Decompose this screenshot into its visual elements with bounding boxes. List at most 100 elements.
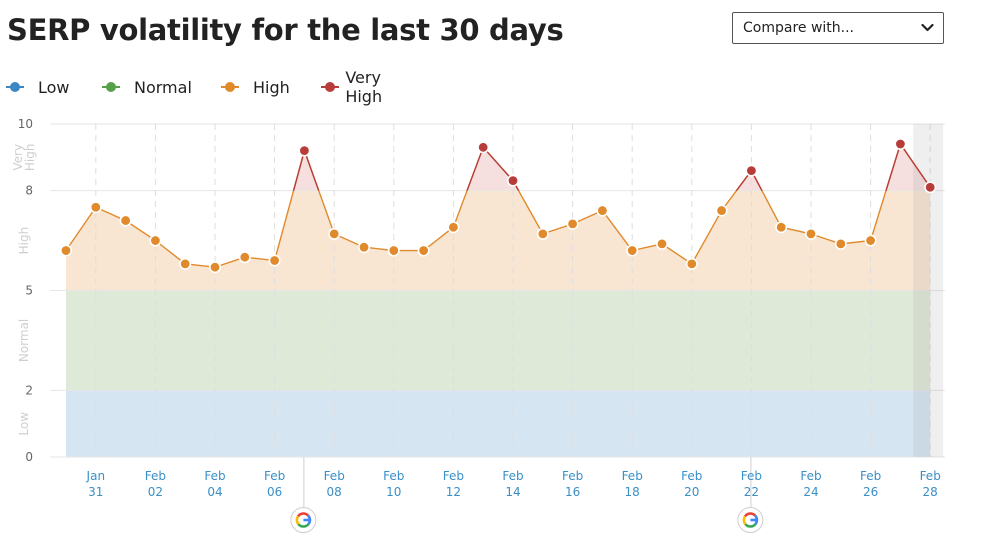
data-point — [894, 137, 907, 150]
compare-dropdown-label: Compare with... — [743, 20, 855, 36]
x-tick-label-month: Feb — [324, 469, 345, 483]
band-label-text: High — [23, 144, 37, 172]
data-point — [834, 237, 847, 250]
x-tick-label-day: 24 — [803, 485, 818, 499]
x-tick-label-day: 02 — [148, 485, 163, 499]
y-tick-label: 2 — [25, 383, 33, 397]
band-label-text: Very — [11, 144, 25, 171]
data-point — [179, 257, 192, 270]
x-tick-label-month: Feb — [383, 469, 404, 483]
x-tick-label-day: 16 — [565, 485, 580, 499]
data-point — [536, 227, 549, 240]
band-label-text: Normal — [17, 319, 31, 362]
x-tick-label-month: Feb — [800, 469, 821, 483]
data-point — [775, 221, 788, 234]
data-point — [119, 214, 132, 227]
band-label: Low — [17, 412, 31, 436]
x-tick-label-month: Feb — [562, 469, 583, 483]
series-line-very-high — [292, 142, 931, 191]
band-normal — [66, 290, 931, 391]
data-point — [626, 244, 639, 257]
data-point — [924, 181, 937, 194]
data-point — [804, 227, 817, 240]
x-tick-label-day: 06 — [267, 485, 282, 499]
data-point — [328, 227, 341, 240]
x-tick-label-day: 14 — [505, 485, 520, 499]
x-tick-label-day: 10 — [386, 485, 401, 499]
x-tick-label-month: Feb — [622, 469, 643, 483]
data-point — [357, 241, 370, 254]
data-point — [268, 254, 281, 267]
legend-label: Very High — [345, 68, 383, 106]
band-very-high — [66, 143, 931, 191]
data-point — [209, 261, 222, 274]
band-label-text: High — [17, 227, 31, 255]
data-point — [864, 234, 877, 247]
data-point — [89, 201, 102, 214]
y-tick-label: 0 — [25, 450, 33, 464]
compare-dropdown[interactable]: Compare with... — [732, 12, 944, 44]
band-label: High — [17, 227, 31, 255]
x-tick-label-month: Feb — [502, 469, 523, 483]
band-label: Normal — [17, 319, 31, 362]
x-tick-label-month: Feb — [264, 469, 285, 483]
google-icon[interactable] — [737, 507, 764, 533]
legend-marker — [102, 81, 120, 93]
x-tick-label-day: 28 — [923, 485, 938, 499]
x-tick-label-month: Feb — [920, 469, 941, 483]
legend-item-normal[interactable]: Normal — [102, 76, 192, 98]
data-point — [387, 244, 400, 257]
data-point — [298, 144, 311, 157]
x-tick-label-month: Feb — [741, 469, 762, 483]
x-tick-label-month: Jan — [86, 469, 106, 483]
data-point — [238, 251, 251, 264]
x-tick-label-month: Feb — [204, 469, 225, 483]
x-tick-label-day: 18 — [625, 485, 640, 499]
x-tick-label-day: 08 — [327, 485, 342, 499]
x-tick-label-day: 12 — [446, 485, 461, 499]
google-icon-red — [297, 512, 309, 518]
data-point — [59, 244, 72, 257]
x-tick-label-day: 22 — [744, 485, 759, 499]
legend-item-low[interactable]: Low — [6, 76, 70, 98]
data-point — [447, 221, 460, 234]
data-point — [715, 204, 728, 217]
y-tick-label: 10 — [18, 117, 33, 131]
today-highlight — [913, 124, 944, 457]
legend-marker — [321, 81, 339, 93]
data-point — [685, 257, 698, 270]
x-tick-label-day: 04 — [207, 485, 222, 499]
page-title: SERP volatility for the last 30 days — [7, 13, 564, 47]
data-point — [655, 237, 668, 250]
google-icon-green — [297, 523, 310, 528]
data-point — [477, 141, 490, 154]
google-icon-yellow — [295, 515, 300, 526]
band-label-text: Low — [17, 412, 31, 436]
x-tick-label-day: 20 — [684, 485, 699, 499]
y-tick-label: 5 — [25, 284, 33, 298]
band-low — [66, 390, 931, 457]
google-icon-red — [744, 512, 756, 518]
data-point — [596, 204, 609, 217]
legend-label: Normal — [134, 77, 192, 97]
legend-item-very-high[interactable]: Very High — [321, 68, 390, 106]
data-point — [506, 174, 519, 187]
google-icon[interactable] — [290, 507, 317, 533]
legend-label: High — [253, 77, 290, 97]
x-tick-label-month: Feb — [681, 469, 702, 483]
x-tick-label-month: Feb — [145, 469, 166, 483]
data-point — [417, 244, 430, 257]
y-tick-label: 8 — [25, 184, 33, 198]
data-point — [745, 164, 758, 177]
x-tick-label-day: 31 — [88, 485, 103, 499]
x-tick-label-month: Feb — [443, 469, 464, 483]
data-point — [566, 217, 579, 230]
data-point — [149, 234, 162, 247]
google-icon-yellow — [742, 515, 747, 526]
legend-item-high[interactable]: High — [221, 76, 290, 98]
legend-marker — [221, 81, 239, 93]
chevron-down-icon — [921, 23, 934, 32]
x-tick-label-day: 26 — [863, 485, 878, 499]
